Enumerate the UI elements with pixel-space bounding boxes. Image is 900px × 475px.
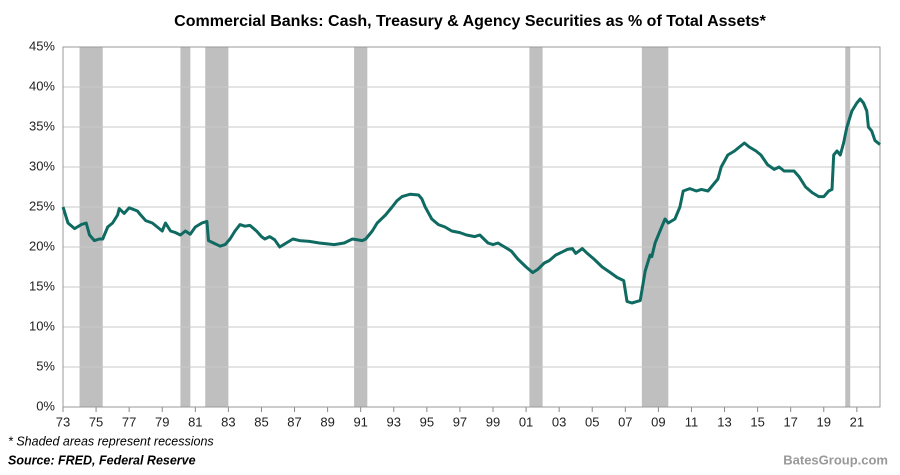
y-tick-label: 0%	[36, 398, 55, 413]
x-tick-label: 09	[651, 414, 665, 429]
y-tick-label: 45%	[29, 38, 55, 53]
recession-band	[845, 47, 851, 407]
x-tick-label: 73	[56, 414, 70, 429]
recession-band	[354, 47, 368, 407]
x-tick-label: 17	[783, 414, 797, 429]
x-tick-label: 95	[420, 414, 434, 429]
x-tick-label: 77	[122, 414, 136, 429]
x-tick-label: 07	[618, 414, 632, 429]
y-tick-label: 35%	[29, 118, 55, 133]
x-tick-label: 21	[850, 414, 864, 429]
y-tick-label: 10%	[29, 318, 55, 333]
y-tick-label: 25%	[29, 198, 55, 213]
x-tick-label: 01	[519, 414, 533, 429]
y-tick-label: 15%	[29, 278, 55, 293]
x-tick-label: 79	[155, 414, 169, 429]
x-tick-label: 83	[221, 414, 235, 429]
recession-band	[79, 47, 103, 407]
x-tick-label: 03	[552, 414, 566, 429]
chart-title: Commercial Banks: Cash, Treasury & Agenc…	[174, 13, 766, 30]
x-tick-label: 81	[188, 414, 202, 429]
y-tick-label: 40%	[29, 78, 55, 93]
plot-frame	[62, 46, 881, 408]
x-tick-label: 87	[287, 414, 301, 429]
x-tick-label: 75	[89, 414, 103, 429]
x-tick-label: 11	[685, 414, 699, 429]
series-line	[61, 97, 881, 305]
recession-band	[529, 47, 543, 407]
y-tick-label: 5%	[36, 358, 55, 373]
x-tick-label: 99	[486, 414, 500, 429]
recession-band	[205, 47, 229, 407]
x-tick-label: 13	[717, 414, 731, 429]
x-tick-label: 97	[453, 414, 467, 429]
x-tick-label: 05	[585, 414, 599, 429]
source: Source: FRED, Federal Reserve	[8, 453, 196, 467]
x-tick-label: 89	[320, 414, 334, 429]
x-tick-label: 15	[750, 414, 764, 429]
y-tick-label: 20%	[29, 238, 55, 253]
y-tick-label: 30%	[29, 158, 55, 173]
recession-band	[641, 47, 669, 407]
x-tick-label: 19	[817, 414, 831, 429]
credit: BatesGroup.com	[783, 452, 888, 467]
x-tick-label: 85	[254, 414, 268, 429]
footnote: * Shaded areas represent recessions	[8, 434, 214, 448]
recession-band	[180, 47, 191, 407]
x-tick-label: 93	[387, 414, 401, 429]
x-tick-label: 91	[353, 414, 367, 429]
